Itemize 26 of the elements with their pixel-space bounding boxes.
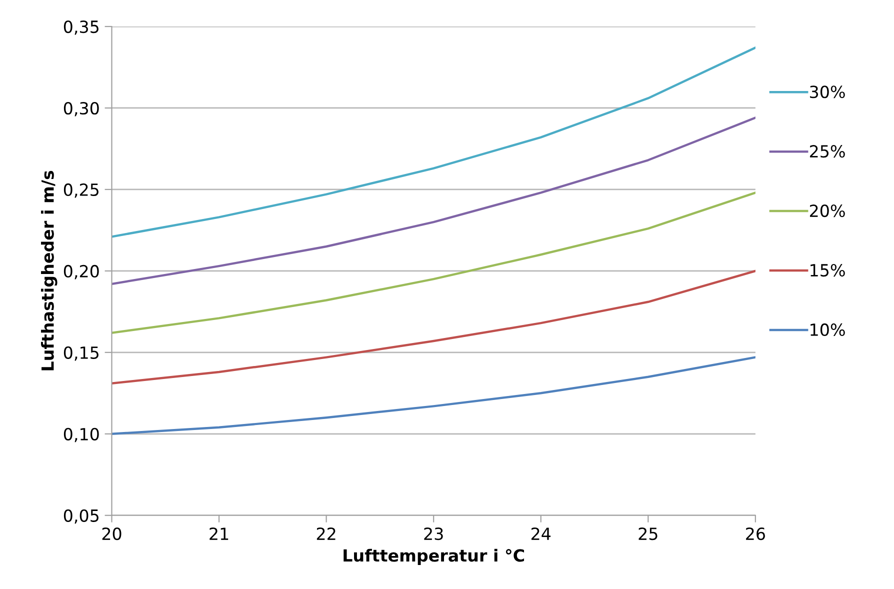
x-tick-label: 26 bbox=[746, 527, 765, 540]
legend-label: 15% bbox=[810, 264, 845, 277]
x-tick-label: 25 bbox=[638, 527, 658, 540]
x-tick-label: 23 bbox=[424, 527, 443, 540]
y-tick-label: 0,35 bbox=[64, 20, 98, 35]
y-tick-label: 0,15 bbox=[64, 346, 98, 361]
x-tick-label: 21 bbox=[210, 527, 228, 540]
line-series bbox=[112, 46, 756, 238]
line-series bbox=[112, 116, 756, 286]
x-tick-label: 22 bbox=[316, 527, 336, 540]
x-axis-title: Lufttemperatur i °C bbox=[344, 548, 524, 565]
legend-label: 30% bbox=[810, 86, 845, 98]
line-series bbox=[112, 356, 756, 436]
y-tick-label: 0,25 bbox=[64, 183, 98, 198]
y-axis-title: Lufthastigheder i m/s bbox=[41, 170, 58, 370]
x-tick-label: 20 bbox=[102, 527, 122, 540]
y-tick-label: 0,30 bbox=[64, 102, 99, 116]
x-tick-label: 24 bbox=[531, 527, 551, 540]
line-series bbox=[112, 192, 756, 334]
y-tick-label: 0,20 bbox=[64, 264, 99, 280]
legend-label: 25% bbox=[810, 145, 845, 158]
line-series bbox=[112, 270, 756, 384]
legend-label: 20% bbox=[810, 204, 845, 218]
y-tick-label: 0,10 bbox=[64, 428, 99, 442]
y-tick-label: 0,05 bbox=[64, 509, 98, 524]
legend-label: 10% bbox=[810, 323, 845, 336]
